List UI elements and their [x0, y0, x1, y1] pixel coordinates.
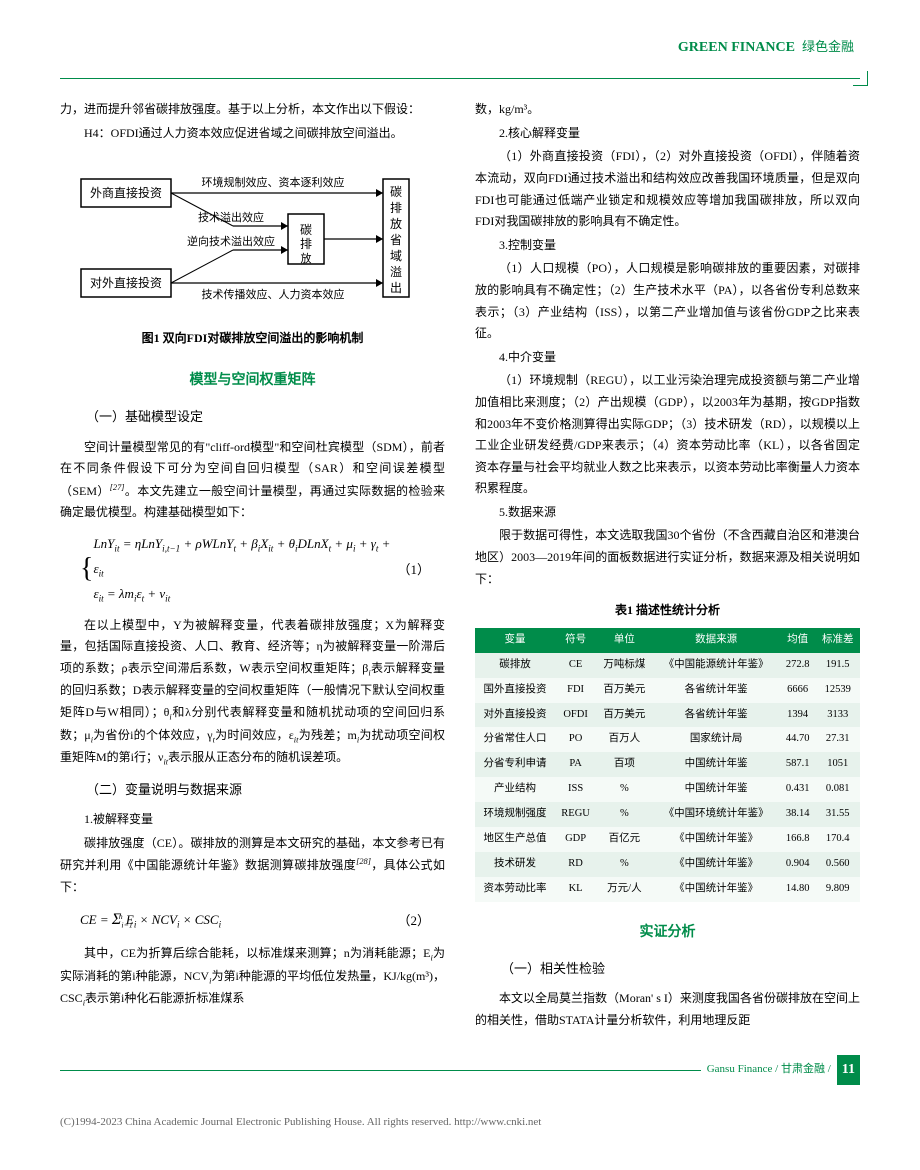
diag-l4: 技术传播效应、人力资本效应 [201, 287, 344, 301]
svg-text:省: 省 [389, 233, 401, 247]
subsub-1: 1.被解释变量 [60, 809, 445, 831]
table-row: 分省专利申请PA百项中国统计年鉴587.11051 [475, 752, 860, 777]
diag-b1: 外商直接投资 [89, 185, 161, 200]
figure-1-caption: 图1 双向FDI对碳排放空间溢出的影响机制 [60, 328, 445, 350]
left-p2: H4：OFDI通过人力资本效应促进省域之间碳排放空间溢出。 [60, 123, 445, 145]
page-number: 11 [837, 1055, 860, 1084]
subsub-4: 4.中介变量 [475, 347, 860, 369]
table-1-title: 表1 描述性统计分析 [475, 600, 860, 622]
table-row: 地区生产总值GDP百亿元《中国统计年鉴》166.8170.4 [475, 827, 860, 852]
left-column: 力，进而提升邻省碳排放强度。基于以上分析，本文作出以下假设： H4：OFDI通过… [60, 99, 445, 1033]
page-header: GREEN FINANCE 绿色金融 [60, 35, 860, 60]
svg-text:碳: 碳 [389, 185, 401, 199]
diag-b3b: 排 [299, 237, 311, 251]
table-row: 对外直接投资OFDI百万美元各省统计年鉴13943133 [475, 703, 860, 728]
copyright-notice: (C)1994-2023 China Academic Journal Elec… [0, 1105, 920, 1141]
formula-1: { LnYit = ηLnYi,t−1 + ρWLnYt + βiXit + θ… [80, 532, 445, 607]
diag-b3a: 碳 [299, 223, 311, 237]
right-column: 数，kg/m³。 2.核心解释变量 （1）外商直接投资（FDI），（2）对外直接… [475, 99, 860, 1033]
figure-1: 外商直接投资 对外直接投资 碳 排 放 碳 排 放 省 域 溢 出 [60, 154, 445, 350]
diagram-svg: 外商直接投资 对外直接投资 碳 排 放 碳 排 放 省 域 溢 出 [73, 154, 433, 324]
right-p6: 本文以全局莫兰指数（Moran' s I）来测度我国各省份碳排放在空间上的相关性… [475, 988, 860, 1031]
header-divider [60, 78, 860, 79]
svg-text:排: 排 [389, 201, 401, 215]
svg-text:出: 出 [389, 281, 401, 295]
two-column-layout: 力，进而提升邻省碳排放强度。基于以上分析，本文作出以下假设： H4：OFDI通过… [60, 99, 860, 1033]
right-p5: 限于数据可得性，本文选取我国30个省份（不含西藏自治区和港澳台地区）2003—2… [475, 525, 860, 590]
header-english: GREEN FINANCE [678, 40, 795, 55]
svg-text:放: 放 [389, 216, 401, 231]
table-header: 单位 [596, 628, 652, 653]
table-header: 标准差 [815, 628, 860, 653]
page-footer: Gansu Finance / 甘肃金融 / 11 [60, 1055, 860, 1084]
table-header: 均值 [780, 628, 816, 653]
table-row: 技术研发RD%《中国统计年鉴》0.9040.560 [475, 852, 860, 877]
subsub-2: 2.核心解释变量 [475, 123, 860, 145]
footer-text: Gansu Finance / 甘肃金融 / [707, 1060, 831, 1080]
diag-b3c: 放 [300, 251, 311, 265]
table-row: 碳排放CE万吨标煤《中国能源统计年鉴》272.8191.5 [475, 653, 860, 678]
subsection-3: （一）相关性检验 [475, 957, 860, 980]
section-model: 模型与空间权重矩阵 [60, 368, 445, 393]
left-p4: 在以上模型中，Y为被解释变量，代表着碳排放强度；X为解释变量，包括国际直接投资、… [60, 615, 445, 770]
svg-text:溢: 溢 [389, 265, 401, 279]
table-header: 符号 [555, 628, 596, 653]
left-p1: 力，进而提升邻省碳排放强度。基于以上分析，本文作出以下假设： [60, 99, 445, 121]
table-row: 国外直接投资FDI百万美元各省统计年鉴666612539 [475, 678, 860, 703]
formula-2: CE = Σi=1n Ei × NCVi × CSCi （2） [80, 906, 445, 935]
diag-l3: 逆向技术溢出效应 [187, 234, 275, 248]
subsection-1: （一）基础模型设定 [60, 405, 445, 428]
subsection-2: （二）变量说明与数据来源 [60, 778, 445, 801]
right-p2: （1）外商直接投资（FDI），（2）对外直接投资（OFDI），伴随着资本流动，双… [475, 146, 860, 232]
subsub-5: 5.数据来源 [475, 502, 860, 524]
table-row: 产业结构ISS%中国统计年鉴0.4310.081 [475, 777, 860, 802]
header-chinese: 绿色金融 [802, 39, 854, 54]
svg-text:域: 域 [389, 249, 401, 263]
left-p5: 碳排放强度（CE）。碳排放的测算是本文研究的基础，本文参考已有研究并利用《中国能… [60, 833, 445, 899]
section-empirical: 实证分析 [475, 920, 860, 945]
right-p1: 数，kg/m³。 [475, 99, 860, 121]
left-p3: 空间计量模型常见的有"cliff-ord模型"和空间杜宾模型（SDM），前者在不… [60, 437, 445, 524]
diag-b2: 对外直接投资 [89, 275, 161, 290]
table-row: 资本劳动比率KL万元/人《中国统计年鉴》14.809.809 [475, 877, 860, 902]
diag-l2: 技术溢出效应 [198, 210, 264, 224]
left-p6: 其中，CE为折算后综合能耗，以标准煤来测算；n为消耗能源；Ei为实际消耗的第i种… [60, 943, 445, 1011]
table-header: 数据来源 [653, 628, 780, 653]
right-p3: （1）人口规模（PO），人口规模是影响碳排放的重要因素，对碳排放的影响具有不确定… [475, 258, 860, 344]
right-p4: （1）环境规制（REGU），以工业污染治理完成投资额与第二产业增加值相比来测度；… [475, 370, 860, 500]
stats-table: 变量符号单位数据来源均值标准差 碳排放CE万吨标煤《中国能源统计年鉴》272.8… [475, 628, 860, 902]
table-row: 分省常住人口PO百万人国家统计局44.7027.31 [475, 727, 860, 752]
table-row: 环境规制强度REGU%《中国环境统计年鉴》38.1431.55 [475, 802, 860, 827]
table-header: 变量 [475, 628, 555, 653]
subsub-3: 3.控制变量 [475, 235, 860, 257]
diag-l1: 环境规制效应、资本逐利效应 [201, 175, 344, 189]
